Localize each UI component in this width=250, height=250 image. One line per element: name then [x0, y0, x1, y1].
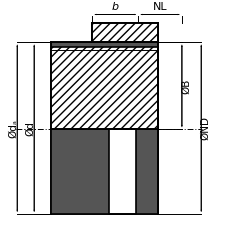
Bar: [51, 42, 158, 214]
Text: Ød: Ød: [25, 121, 35, 136]
Bar: [92, 23, 158, 42]
Bar: [51, 47, 158, 130]
Text: ØND: ØND: [200, 116, 210, 140]
Text: NL: NL: [153, 2, 168, 12]
Bar: [92, 23, 158, 42]
Bar: [109, 130, 136, 214]
Text: ØB: ØB: [181, 78, 191, 94]
Text: Ødₐ: Ødₐ: [8, 119, 18, 138]
Bar: [51, 130, 158, 214]
Text: b: b: [112, 2, 119, 12]
